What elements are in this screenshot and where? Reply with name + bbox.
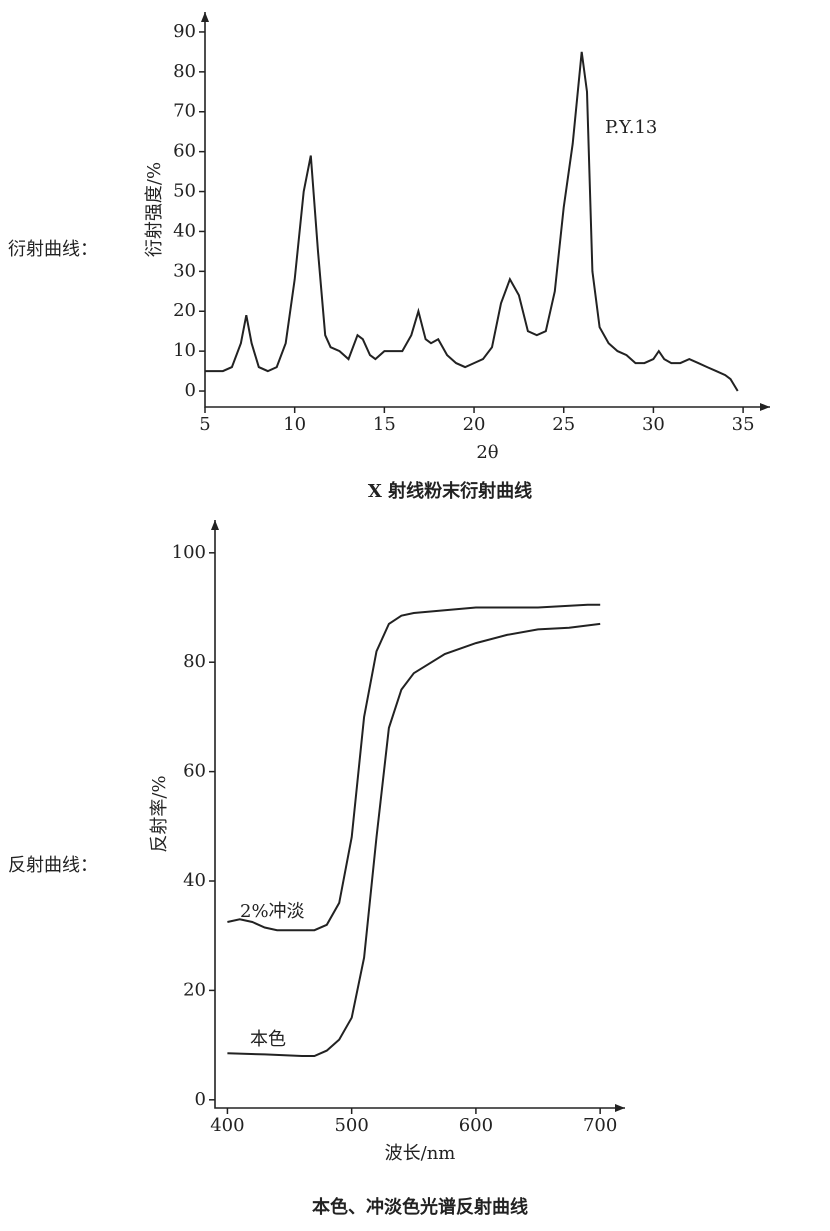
y-tick-label: 40 [183,870,206,891]
x-axis-label: 2θ [476,442,498,463]
x-tick-label: 600 [459,1115,493,1136]
x-tick-label: 30 [642,414,665,435]
x-tick-label: 700 [583,1115,617,1136]
caption: X 射线粉末衍射曲线 [368,480,532,502]
side-label: 反射曲线： [8,855,98,876]
arrow [760,403,770,411]
y-tick-label: 20 [183,979,206,1000]
y-tick-label: 10 [173,340,196,361]
y-tick-label: 20 [173,300,196,321]
x-tick-label: 5 [199,414,210,435]
side-label: 衍射曲线： [8,239,98,260]
y-tick-label: 0 [185,380,196,401]
x-axis-label: 波长/nm [385,1143,456,1164]
x-tick-label: 500 [334,1115,368,1136]
y-tick-label: 80 [173,61,196,82]
y-tick-label: 0 [195,1089,206,1110]
x-tick-label: 10 [283,414,306,435]
arrow [201,12,209,22]
x-tick-label: 400 [210,1115,244,1136]
data-line [227,603,601,932]
series-label: 2%冲淡 [240,901,305,922]
y-tick-label: 50 [173,181,196,202]
y-tick-label: 30 [173,260,196,281]
x-tick-label: 15 [373,414,396,435]
x-tick-label: 25 [552,414,575,435]
y-tick-label: 80 [183,651,206,672]
y-axis-label: 反射率/% [149,775,170,852]
axes [204,12,770,408]
arrow [615,1104,625,1112]
annotation: P.Y.13 [605,117,657,138]
y-tick-label: 90 [173,21,196,42]
y-tick-label: 60 [173,141,196,162]
caption: 本色、冲淡色光谱反射曲线 [312,1196,528,1218]
y-tick-label: 100 [172,542,206,563]
y-tick-label: 70 [173,101,196,122]
data-line [227,622,601,1057]
axes [214,520,625,1109]
x-tick-label: 20 [463,414,486,435]
arrow [211,520,219,530]
y-tick-label: 40 [173,220,196,241]
data-line [205,51,739,392]
series-label: 本色 [250,1029,286,1050]
x-tick-label: 35 [732,414,755,435]
y-tick-label: 60 [183,761,206,782]
y-axis-label: 衍射强度/% [144,162,165,257]
